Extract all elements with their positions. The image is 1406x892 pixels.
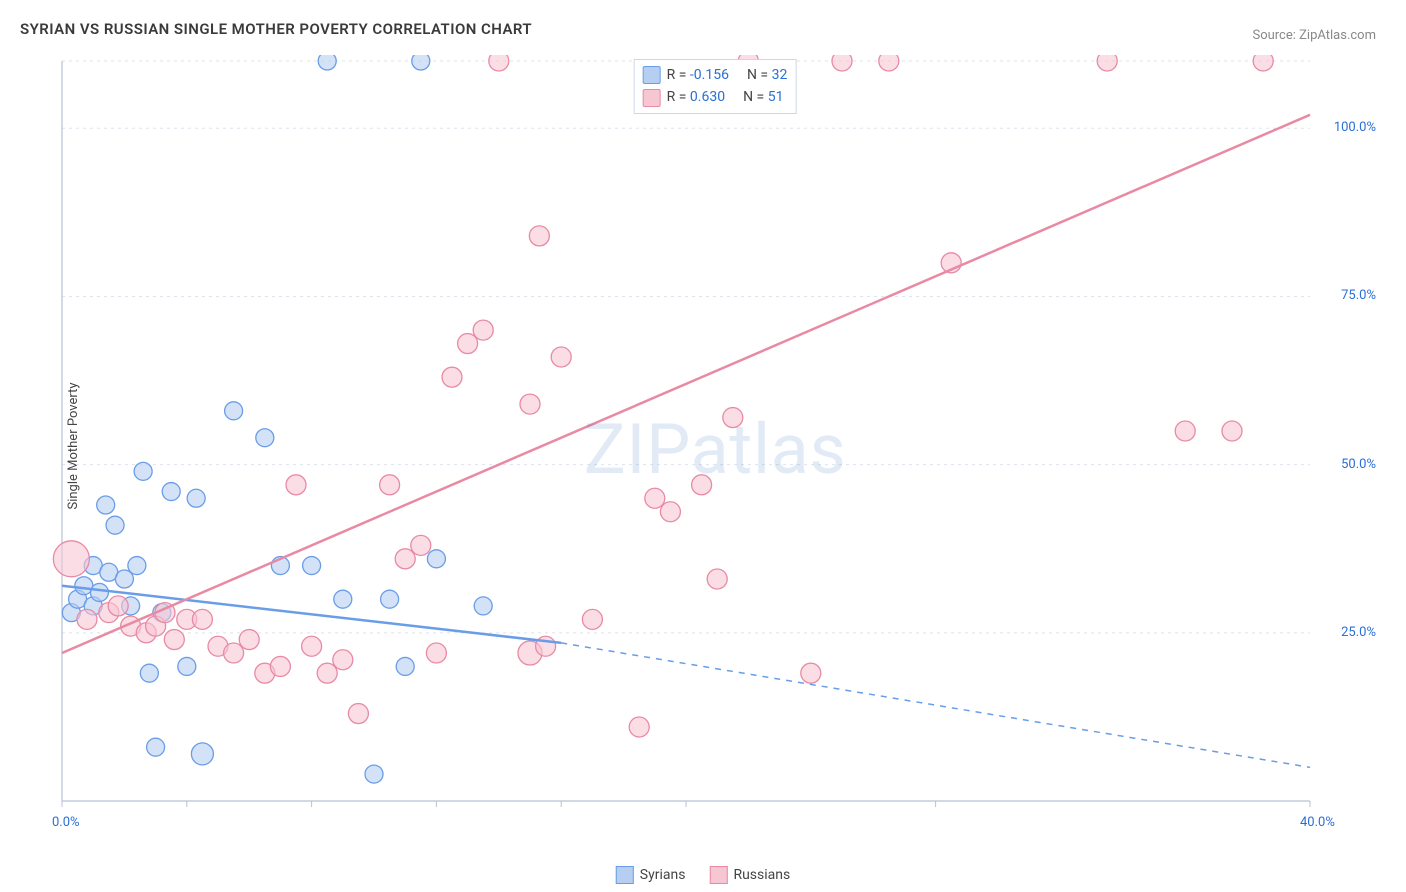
stats-swatch — [643, 66, 661, 84]
stats-box: R = -0.156 N = 32 R = 0.630 N = 51 — [634, 59, 797, 114]
legend-swatch — [709, 866, 727, 884]
source-text: Source: ZipAtlas.com — [1252, 28, 1376, 43]
legend-item: Syrians — [616, 866, 686, 884]
stats-r: R = 0.630 — [667, 86, 725, 108]
ytick-label: 100.0% — [1316, 120, 1376, 135]
scatter-chart — [50, 55, 1380, 845]
ytick-label: 50.0% — [1316, 457, 1376, 472]
chart-area: ZIPatlas R = -0.156N = 32R = 0.630N = 51… — [50, 55, 1380, 845]
chart-legend: Syrians Russians — [616, 866, 790, 884]
xtick-label: 0.0% — [52, 815, 80, 830]
xtick-label: 40.0% — [1300, 815, 1335, 830]
legend-label: Russians — [733, 867, 790, 883]
stats-row: R = -0.156 N = 32 — [643, 64, 788, 86]
ytick-label: 75.0% — [1316, 288, 1376, 303]
chart-title: SYRIAN VS RUSSIAN SINGLE MOTHER POVERTY … — [20, 20, 532, 38]
stats-n: N = 51 — [743, 86, 783, 108]
stats-n: N = 32 — [747, 64, 787, 86]
legend-label: Syrians — [640, 867, 686, 883]
stats-swatch — [643, 89, 661, 107]
stats-r: R = -0.156 — [667, 64, 729, 86]
ytick-label: 25.0% — [1316, 625, 1376, 640]
legend-swatch — [616, 866, 634, 884]
legend-item: Russians — [709, 866, 790, 884]
stats-row: R = 0.630 N = 51 — [643, 86, 788, 108]
